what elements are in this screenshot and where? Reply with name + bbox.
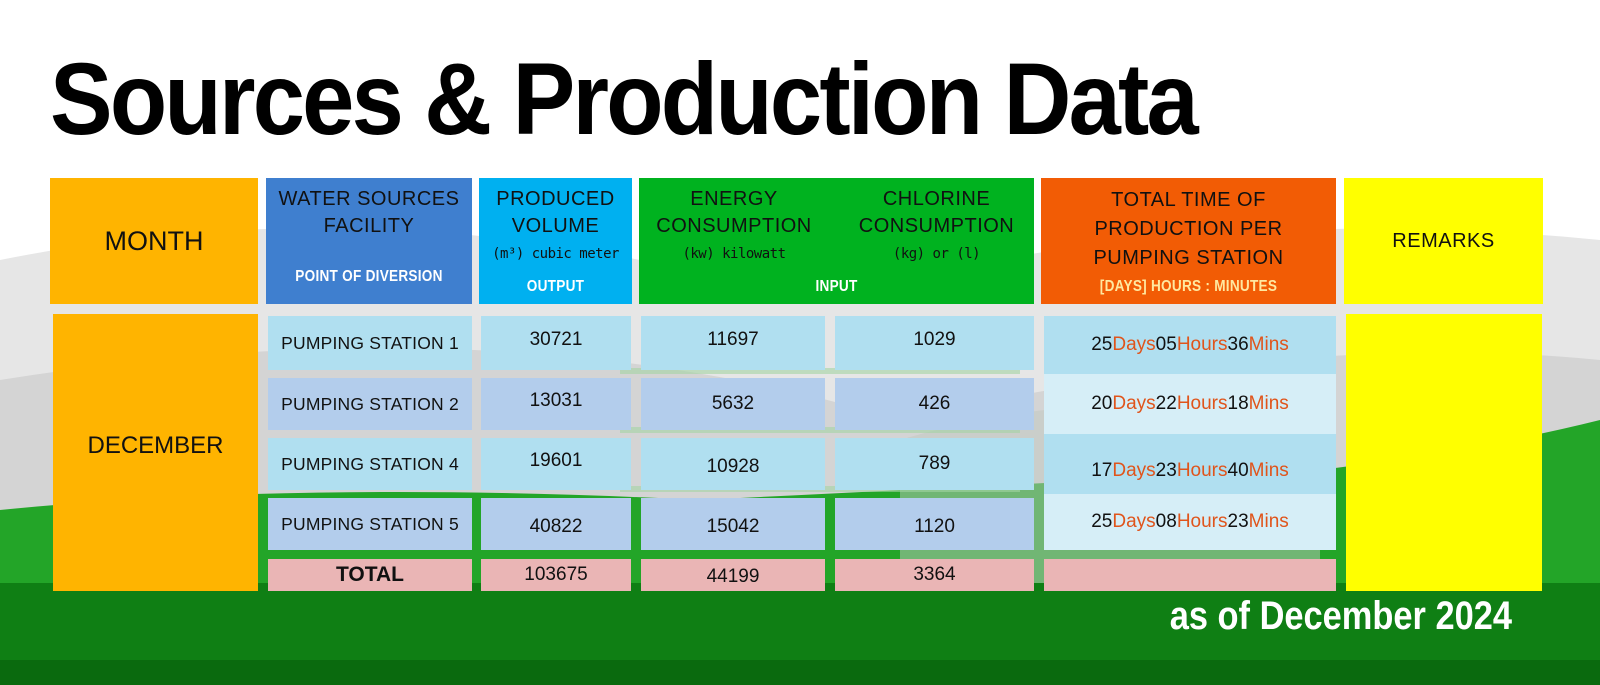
volume-value: 13031 xyxy=(529,390,583,411)
unit-hours: Hours xyxy=(1176,334,1228,355)
total-chlorine-cell: 3364 xyxy=(835,559,1034,591)
time-mins: 36 xyxy=(1227,334,1249,355)
total-time-cell xyxy=(1044,559,1336,591)
chlorine-value: 1120 xyxy=(914,516,955,537)
header-time-label: TOTAL TIME OF PRODUCTION PER PUMPING STA… xyxy=(1093,189,1284,269)
energy-value: 11697 xyxy=(707,329,759,350)
header-chlorine: CHLORINE CONSUMPTION (kg) or (l) xyxy=(839,178,1034,278)
volume-cell: 13031 xyxy=(481,378,631,430)
header-energy-unit: (kw) kilowatt xyxy=(682,246,786,262)
time-days: 17 xyxy=(1091,460,1113,481)
volume-cell: 40822 xyxy=(481,498,631,550)
header-month-label: MONTH xyxy=(104,225,204,256)
time-cell: 17 Days 23 Hours 40 Mins xyxy=(1044,434,1336,494)
header-remarks-label: REMARKS xyxy=(1392,229,1495,252)
unit-mins: Mins xyxy=(1248,460,1289,481)
time-hours: 08 xyxy=(1155,511,1177,532)
unit-days: Days xyxy=(1112,511,1156,532)
header-volume-label: PRODUCED VOLUME xyxy=(496,188,615,237)
total-volume-cell: 103675 xyxy=(481,559,631,591)
footer-date: as of December 2024 xyxy=(1169,594,1512,638)
time-hours: 22 xyxy=(1155,393,1177,414)
header-facility-label: WATER SOURCES FACILITY xyxy=(278,188,460,237)
header-input-tag: INPUT xyxy=(815,278,858,295)
total-chlorine: 3364 xyxy=(913,564,956,585)
unit-hours: Hours xyxy=(1176,393,1228,414)
station-cell: PUMPING STATION 2 xyxy=(268,378,472,430)
header-remarks: REMARKS xyxy=(1344,178,1543,304)
time-cell: 25 Days 05 Hours 36 Mins xyxy=(1044,316,1336,374)
time-cell: 20 Days 22 Hours 18 Mins xyxy=(1044,374,1336,434)
volume-value: 19601 xyxy=(529,450,583,471)
station-cell: PUMPING STATION 5 xyxy=(268,498,472,550)
unit-days: Days xyxy=(1112,334,1156,355)
total-label-cell: TOTAL xyxy=(268,559,472,591)
header-volume-tag: OUTPUT xyxy=(526,278,585,295)
unit-mins: Mins xyxy=(1248,334,1289,355)
header-input: ENERGY CONSUMPTION (kw) kilowatt CHLORIN… xyxy=(639,178,1034,304)
chlorine-cell: 426 xyxy=(835,378,1034,430)
time-mins: 40 xyxy=(1227,460,1249,481)
unit-hours: Hours xyxy=(1176,511,1228,532)
time-days: 25 xyxy=(1091,511,1113,532)
energy-cell: 15042 xyxy=(641,498,825,550)
total-energy-cell: 44199 xyxy=(641,559,825,591)
header-month: MONTH xyxy=(50,178,258,304)
station-name: PUMPING STATION 2 xyxy=(281,393,459,414)
energy-value: 15042 xyxy=(706,516,760,537)
time-hours: 05 xyxy=(1155,334,1177,355)
volume-value: 40822 xyxy=(529,516,583,537)
total-energy: 44199 xyxy=(706,566,760,587)
time-mins: 18 xyxy=(1227,393,1249,414)
header-chlorine-label: CHLORINE CONSUMPTION xyxy=(858,188,1015,237)
energy-cell: 5632 xyxy=(641,378,825,430)
remarks-cell xyxy=(1346,314,1542,591)
unit-days: Days xyxy=(1112,393,1156,414)
energy-cell: 10928 xyxy=(641,438,825,490)
chlorine-value: 1029 xyxy=(913,329,956,350)
header-facility: WATER SOURCES FACILITY POINT OF DIVERSIO… xyxy=(266,178,472,304)
month-cell: DECEMBER xyxy=(53,314,258,591)
volume-cell: 19601 xyxy=(481,438,631,490)
energy-cell: 11697 xyxy=(641,316,825,370)
header-energy-label: ENERGY CONSUMPTION xyxy=(656,188,812,237)
header-time: TOTAL TIME OF PRODUCTION PER PUMPING STA… xyxy=(1041,178,1336,304)
header-volume: PRODUCED VOLUME (m³) cubic meter OUTPUT xyxy=(479,178,632,304)
chlorine-value: 426 xyxy=(918,393,951,414)
unit-mins: Mins xyxy=(1248,511,1289,532)
header-chlorine-unit: (kg) or (l) xyxy=(892,246,981,262)
volume-value: 30721 xyxy=(529,329,583,350)
station-name: PUMPING STATION 5 xyxy=(281,513,459,534)
total-volume: 103675 xyxy=(524,564,588,585)
time-cell: 25 Days 08 Hours 23 Mins xyxy=(1044,494,1336,550)
station-cell: PUMPING STATION 4 xyxy=(268,438,472,490)
month-value: DECEMBER xyxy=(87,431,224,459)
time-days: 20 xyxy=(1091,393,1113,414)
unit-mins: Mins xyxy=(1248,393,1289,414)
chlorine-cell: 1029 xyxy=(835,316,1034,370)
header-volume-unit: (m³) cubic meter xyxy=(492,246,619,262)
header-time-unit: [DAYS] HOURS : MINUTES xyxy=(1099,278,1278,295)
station-name: PUMPING STATION 4 xyxy=(281,453,459,474)
chlorine-cell: 789 xyxy=(835,438,1034,490)
time-mins: 23 xyxy=(1227,511,1249,532)
total-label: TOTAL xyxy=(335,563,405,586)
chlorine-value: 789 xyxy=(918,453,951,474)
header-facility-sub: POINT OF DIVERSION xyxy=(295,268,443,285)
time-days: 25 xyxy=(1091,334,1113,355)
header-energy: ENERGY CONSUMPTION (kw) kilowatt xyxy=(639,178,829,278)
station-cell: PUMPING STATION 1 xyxy=(268,316,472,370)
energy-value: 10928 xyxy=(706,456,760,477)
energy-value: 5632 xyxy=(711,393,755,414)
unit-hours: Hours xyxy=(1176,460,1228,481)
page-title: Sources & Production Data xyxy=(50,42,1199,156)
chlorine-cell: 1120 xyxy=(835,498,1034,550)
volume-cell: 30721 xyxy=(481,316,631,370)
unit-days: Days xyxy=(1112,460,1156,481)
station-name: PUMPING STATION 1 xyxy=(281,332,459,353)
time-hours: 23 xyxy=(1155,460,1177,481)
